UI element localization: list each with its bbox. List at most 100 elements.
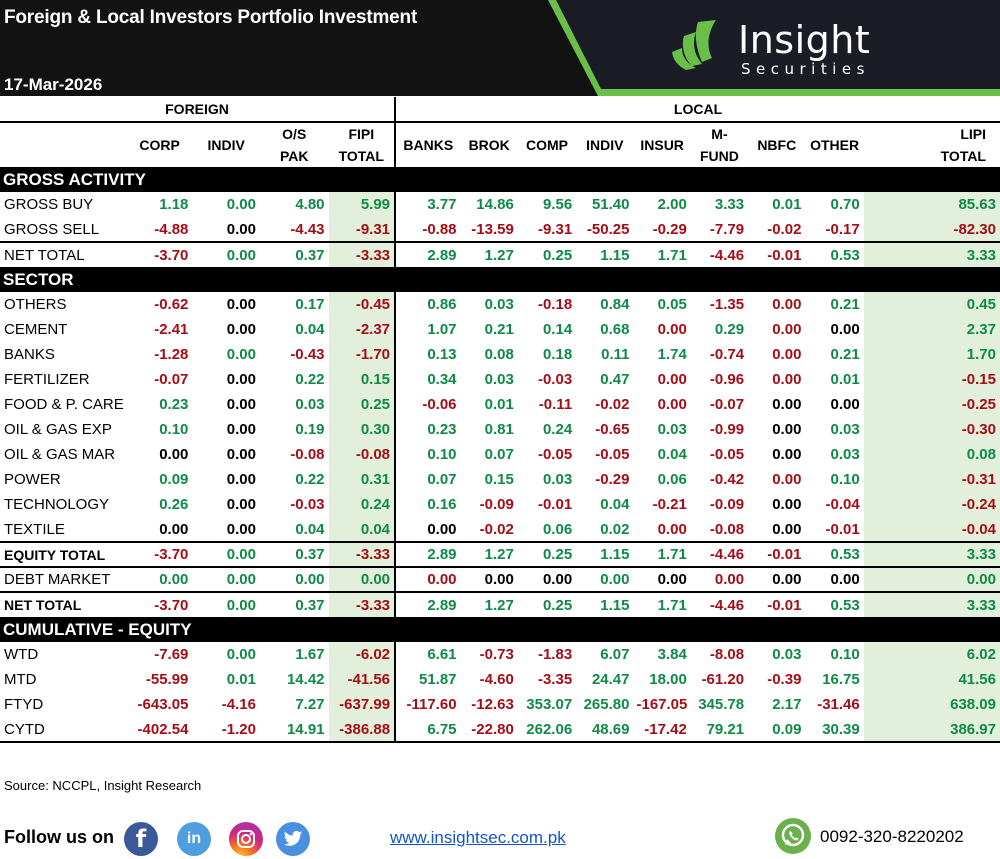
section-sector: SECTOR xyxy=(0,267,1000,292)
table-row: CYTD -402.54 -1.20 14.91 -386.88 6.75 -22.80 26… xyxy=(0,717,1000,743)
source-note: Source: NCCPL, Insight Research xyxy=(4,778,202,793)
cell-nbfc: 0.09 xyxy=(748,717,806,743)
cell-insur: 0.00 xyxy=(657,396,687,413)
cell-fipi-total: 0.00 xyxy=(328,566,397,592)
cell-nbfc: -0.01 xyxy=(748,241,806,267)
cell-os-pak: -0.08 xyxy=(290,446,325,463)
linkedin-icon[interactable]: in xyxy=(177,822,211,856)
cell-foreign-indiv: 0.00 xyxy=(226,220,256,238)
cell-comp: -3.35 xyxy=(537,671,573,688)
cell-local-indiv: 265.80 xyxy=(583,696,630,713)
cell-insur: 3.84 xyxy=(657,646,687,663)
cell-local-indiv: 0.47 xyxy=(600,371,630,388)
col-header-nbfc: NBFC xyxy=(757,137,797,153)
facebook-icon[interactable]: f xyxy=(124,822,158,856)
cell-m-fund: -0.74 xyxy=(709,346,745,363)
row-label: TEXTILE xyxy=(4,520,65,538)
cell-insur: 0.04 xyxy=(657,446,687,463)
cell-foreign-indiv: -1.20 xyxy=(192,717,260,743)
cell-fipi-total: 0.15 xyxy=(328,367,397,392)
cell-nbfc: 0.00 xyxy=(748,566,806,592)
cell-lipi-total: 41.56 xyxy=(863,667,1000,692)
cell-local-indiv: 1.15 xyxy=(576,541,634,567)
cell-insur: -17.42 xyxy=(633,717,691,743)
twitter-icon[interactable] xyxy=(276,822,310,856)
cell-nbfc: 0.01 xyxy=(772,196,802,213)
website-link[interactable]: www.insightsec.com.pk xyxy=(390,828,566,847)
instagram-icon[interactable] xyxy=(229,822,263,856)
cell-insur: -0.21 xyxy=(652,496,687,513)
cell-insur: -0.29 xyxy=(652,220,687,238)
cell-nbfc: 0.00 xyxy=(772,296,802,313)
col-header-comp: COMP xyxy=(526,137,568,153)
cell-nbfc: 0.00 xyxy=(772,396,802,413)
row-label: GROSS SELL xyxy=(4,220,100,238)
cell-other: 0.10 xyxy=(830,646,860,663)
cell-other: 16.75 xyxy=(822,671,860,688)
cell-local-indiv: 0.04 xyxy=(600,496,630,513)
row-label: OIL & GAS MAR xyxy=(4,446,116,463)
table-row: FOOD & P. CARE 0.23 0.00 0.03 0.25 -0.06 0.01 -… xyxy=(0,392,1000,417)
cell-brok: -0.09 xyxy=(479,496,514,513)
cell-lipi-total: 0.08 xyxy=(863,442,1000,467)
table-row: FERTILIZER -0.07 0.00 0.22 0.15 0.34 0.03 -0.03… xyxy=(0,367,1000,392)
cell-brok: 0.81 xyxy=(484,421,514,438)
cell-banks: 1.07 xyxy=(427,321,457,338)
cell-local-indiv: 0.84 xyxy=(600,296,630,313)
cell-insur: -167.05 xyxy=(636,696,688,713)
cell-m-fund: 0.00 xyxy=(690,566,749,592)
cell-insur: 0.00 xyxy=(657,520,687,538)
cell-nbfc: 0.00 xyxy=(772,321,802,338)
cell-lipi-total: -0.30 xyxy=(863,417,1000,442)
cell-lipi-total: 0.45 xyxy=(863,292,1000,317)
cell-brok: 0.03 xyxy=(484,371,514,388)
table-row: EQUITY TOTAL -3.70 0.00 0.37 -3.33 2.89 1.27 0.… xyxy=(0,541,1000,567)
cell-brok: -13.59 xyxy=(471,220,514,238)
whatsapp-icon[interactable] xyxy=(775,818,811,854)
cell-banks: 3.77 xyxy=(427,196,457,213)
cell-local-indiv: 24.47 xyxy=(591,671,630,688)
follow-us-label: Follow us on xyxy=(4,827,114,847)
table-row: POWER 0.09 0.00 0.22 0.31 0.07 0.15 0.03 -0.29 0.… xyxy=(0,467,1000,492)
cell-corp: -3.70 xyxy=(126,591,193,617)
col-header-fipi-total: FIPI TOTAL xyxy=(328,122,397,167)
cell-banks: 51.87 xyxy=(418,671,457,688)
cell-lipi-total: 638.09 xyxy=(863,692,1000,717)
table-row: FTYD -643.05 -4.16 7.27 -637.99 -117.60 -12.63… xyxy=(0,692,1000,717)
cell-fipi-total: -637.99 xyxy=(328,692,397,717)
cell-corp: 0.26 xyxy=(159,496,189,513)
cell-local-indiv: -0.29 xyxy=(595,471,630,488)
table-row: TEXTILE 0.00 0.00 0.04 0.04 0.00 -0.02 0.06 0.02… xyxy=(0,517,1000,542)
cell-os-pak: 0.03 xyxy=(295,396,325,413)
col-header-corp: CORP xyxy=(139,137,180,153)
table-row: BANKS -1.28 0.00 -0.43 -1.70 0.13 0.08 0.18 0.11… xyxy=(0,342,1000,367)
cell-lipi-total: -0.15 xyxy=(863,367,1000,392)
cell-banks: 2.89 xyxy=(395,541,461,567)
cell-m-fund: -0.96 xyxy=(709,371,745,388)
row-label: POWER xyxy=(4,471,61,488)
cell-fipi-total: -2.37 xyxy=(328,317,397,342)
table-row: WTD -7.69 0.00 1.67 -6.02 6.61 -0.73 -1.83 6.07 3… xyxy=(0,642,1000,667)
row-label: CEMENT xyxy=(4,321,68,338)
table-row: CEMENT -2.41 0.00 0.04 -2.37 1.07 0.21 0.14 0.68… xyxy=(0,317,1000,342)
cell-comp: 0.25 xyxy=(517,241,577,267)
cell-foreign-indiv: -4.16 xyxy=(221,696,256,713)
cell-local-indiv: 0.68 xyxy=(600,321,630,338)
cell-brok: 1.27 xyxy=(460,541,518,567)
cell-corp: -7.69 xyxy=(154,646,189,663)
cell-local-indiv: -0.05 xyxy=(595,446,630,463)
cell-local-indiv: 6.07 xyxy=(600,646,630,663)
cell-banks: -117.60 xyxy=(406,696,457,713)
cell-os-pak: 0.04 xyxy=(295,520,325,538)
cell-fipi-total: -1.70 xyxy=(328,342,397,367)
row-label: CYTD xyxy=(0,717,127,743)
cell-comp: -0.05 xyxy=(537,446,573,463)
cell-insur: 0.00 xyxy=(657,321,687,338)
cell-comp: -1.83 xyxy=(537,646,573,663)
cell-foreign-indiv: 0.00 xyxy=(192,591,260,617)
cell-corp: -1.28 xyxy=(154,346,189,363)
cell-banks: 2.89 xyxy=(395,591,461,617)
cell-comp: -0.11 xyxy=(538,396,573,413)
cell-insur: 1.71 xyxy=(633,541,691,567)
table-row: GROSS SELL -4.88 0.00 -4.43 -9.31 -0.88 -13.59… xyxy=(0,217,1000,242)
